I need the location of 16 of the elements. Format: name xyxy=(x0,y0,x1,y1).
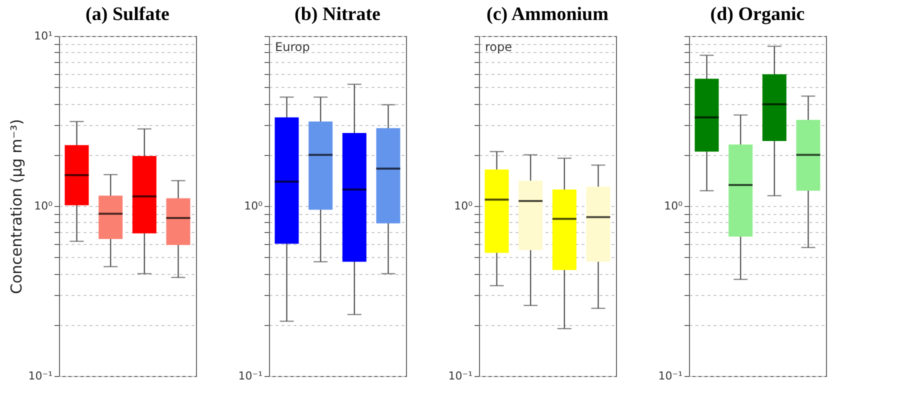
y-tick-label: 10⁰ xyxy=(34,200,54,212)
chart-title: (b) Nitrate xyxy=(294,4,380,25)
y-tick-label: 10⁰ xyxy=(664,200,684,212)
y-tick-label: 10⁻¹ xyxy=(448,370,472,382)
annotation: rope xyxy=(485,40,512,54)
y-axis-title: Concentration (μg m⁻³) xyxy=(7,119,26,294)
y-tick-label: 10¹ xyxy=(34,30,52,42)
chart-title: (d) Organic xyxy=(710,4,805,25)
chart-title: (a) Sulfate xyxy=(86,4,170,25)
annotation: Europ xyxy=(275,40,310,54)
y-tick-label: 10⁻¹ xyxy=(238,370,262,382)
chart-title: (c) Ammonium xyxy=(486,4,609,25)
y-tick-label: 10⁰ xyxy=(454,200,474,212)
y-tick-label: 10⁻¹ xyxy=(28,370,52,382)
y-tick-label: 10⁰ xyxy=(244,200,264,212)
y-tick-label: 10⁻¹ xyxy=(658,370,682,382)
